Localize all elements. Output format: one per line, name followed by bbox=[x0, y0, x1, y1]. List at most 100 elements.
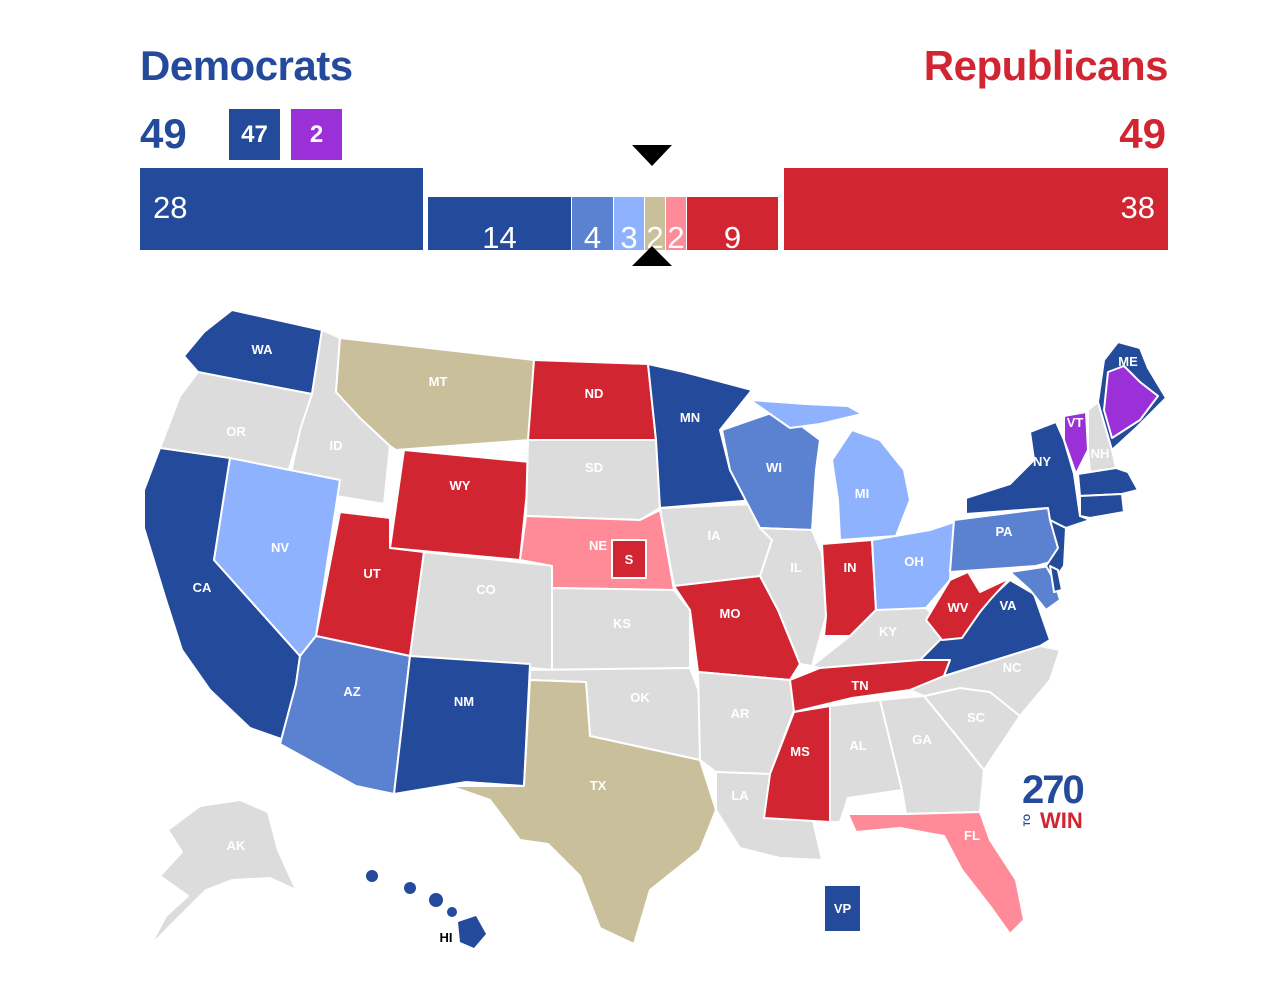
safe-dem-bar: 28 bbox=[140, 168, 423, 250]
majority-marker-top-icon bbox=[632, 145, 672, 166]
vice-president-badge[interactable]: VP bbox=[825, 886, 860, 931]
state-VT[interactable] bbox=[1063, 411, 1089, 475]
safe-rep-bar: 38 bbox=[784, 168, 1168, 250]
label-OK: OK bbox=[630, 690, 650, 705]
democrats-total: 49 bbox=[140, 110, 187, 157]
label-AL: AL bbox=[849, 738, 866, 753]
label-AR: AR bbox=[731, 706, 750, 721]
label-MO: MO bbox=[720, 606, 741, 621]
state-MA[interactable] bbox=[1077, 467, 1139, 497]
logo-word: WIN bbox=[1040, 808, 1083, 833]
state-WY[interactable] bbox=[389, 449, 531, 561]
label-AK: AK bbox=[227, 838, 246, 853]
safe-dem-count: 28 bbox=[153, 190, 188, 225]
majority-marker-bottom-icon bbox=[632, 246, 672, 266]
label-IL: IL bbox=[790, 560, 802, 575]
state-SD[interactable] bbox=[525, 439, 661, 521]
label-HI: HI bbox=[440, 930, 453, 945]
label-NE-S: S bbox=[625, 552, 634, 567]
label-ME: ME bbox=[1118, 354, 1138, 369]
state-WV[interactable] bbox=[925, 571, 1011, 641]
label-NC: NC bbox=[1003, 660, 1022, 675]
state-KS[interactable] bbox=[551, 587, 691, 671]
label-KY: KY bbox=[879, 624, 897, 639]
label-PA: PA bbox=[995, 524, 1013, 539]
label-WA: WA bbox=[252, 342, 274, 357]
label-VA: VA bbox=[999, 598, 1017, 613]
state-MI-UP[interactable] bbox=[749, 399, 863, 429]
label-NH: NH bbox=[1091, 446, 1110, 461]
state-IL[interactable] bbox=[759, 527, 827, 667]
label-GA: GA bbox=[912, 732, 932, 747]
label-WV: WV bbox=[948, 600, 969, 615]
state-NY[interactable] bbox=[965, 421, 1091, 529]
label-NV: NV bbox=[271, 540, 289, 555]
state-MS[interactable] bbox=[763, 705, 831, 823]
label-WI: WI bbox=[766, 460, 782, 475]
state-PA[interactable] bbox=[949, 507, 1059, 573]
state-MD[interactable] bbox=[1009, 565, 1061, 611]
segment-value: 2 bbox=[646, 220, 664, 255]
state-DE[interactable] bbox=[1049, 565, 1063, 593]
bar-segment-likely-dem[interactable]: 4 bbox=[572, 197, 613, 255]
state-TX[interactable] bbox=[449, 679, 717, 945]
label-IA: IA bbox=[708, 528, 722, 543]
segment-value: 9 bbox=[723, 220, 742, 255]
label-VT: VT bbox=[1067, 415, 1084, 430]
republicans-heading: Republicans bbox=[923, 42, 1169, 89]
logo-small-text: TO bbox=[1022, 814, 1032, 827]
republicans-total: 49 bbox=[1119, 110, 1166, 157]
segment-value: 4 bbox=[583, 220, 602, 255]
label-MT: MT bbox=[429, 374, 448, 389]
label-NE: NE bbox=[589, 538, 607, 553]
state-AZ[interactable] bbox=[279, 635, 411, 795]
independents-seat-chip: 2 bbox=[291, 109, 342, 160]
state-ME-independent[interactable] bbox=[1103, 365, 1159, 439]
label-MS: MS bbox=[790, 744, 810, 759]
label-MI: MI bbox=[855, 486, 869, 501]
label-ND: ND bbox=[585, 386, 604, 401]
state-HI[interactable] bbox=[366, 870, 486, 948]
label-OR: OR bbox=[226, 424, 246, 439]
state-NM[interactable] bbox=[393, 655, 531, 795]
state-CO[interactable] bbox=[409, 551, 555, 671]
bar-segment-lean-dem[interactable]: 3 bbox=[614, 197, 644, 255]
segment-value: 2 bbox=[667, 220, 685, 255]
bar-segment-lean-rep[interactable]: 2 bbox=[666, 197, 686, 255]
bar-segment-tossup[interactable]: 2 bbox=[645, 197, 665, 255]
segment-value: 3 bbox=[620, 220, 638, 255]
state-NC[interactable] bbox=[909, 645, 1061, 717]
label-ID: ID bbox=[330, 438, 343, 453]
democrats-seat-chip: 47 bbox=[229, 109, 280, 160]
270-to-win-logo[interactable]: 270 WIN TO bbox=[1022, 768, 1085, 833]
label-NM: NM bbox=[454, 694, 474, 709]
label-MN: MN bbox=[680, 410, 700, 425]
label-FL: FL bbox=[964, 828, 980, 843]
state-NE-district[interactable] bbox=[611, 539, 647, 579]
label-SC: SC bbox=[967, 710, 986, 725]
label-NY: NY bbox=[1033, 454, 1051, 469]
state-MI[interactable] bbox=[831, 429, 911, 541]
label-IN: IN bbox=[844, 560, 857, 575]
bar-segment-likely-rep[interactable]: 9 bbox=[687, 197, 778, 255]
label-SD: SD bbox=[585, 460, 603, 475]
bar-segment-solid-dem[interactable]: 14 bbox=[428, 197, 571, 255]
label-TN: TN bbox=[851, 678, 868, 693]
label-OH: OH bbox=[904, 554, 924, 569]
democrats-heading: Democrats bbox=[140, 42, 353, 89]
label-CO: CO bbox=[476, 582, 496, 597]
label-CA: CA bbox=[193, 580, 212, 595]
state-AK[interactable] bbox=[149, 799, 297, 947]
state-CT-RI[interactable] bbox=[1079, 493, 1125, 519]
label-UT: UT bbox=[363, 566, 380, 581]
label-TX: TX bbox=[590, 778, 607, 793]
label-LA: LA bbox=[731, 788, 749, 803]
label-AZ: AZ bbox=[343, 684, 360, 699]
state-labels: WA OR CA ID NV AZ MT WY UT CO NM ND SD N… bbox=[193, 342, 1138, 945]
label-WY: WY bbox=[450, 478, 471, 493]
state-FL[interactable] bbox=[847, 811, 1025, 935]
logo-number: 270 bbox=[1022, 768, 1085, 812]
segment-value: 14 bbox=[482, 220, 517, 255]
safe-rep-count: 38 bbox=[1120, 190, 1155, 225]
label-KS: KS bbox=[613, 616, 631, 631]
